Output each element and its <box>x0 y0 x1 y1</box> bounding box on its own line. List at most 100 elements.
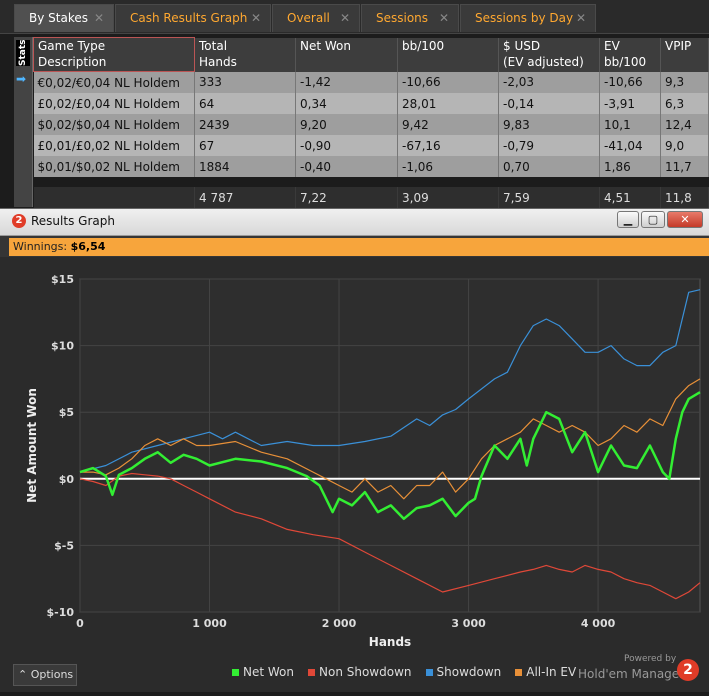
y-tick-label: $15 <box>51 273 74 286</box>
x-tick-label: 0 <box>76 617 84 630</box>
tab-sessions-by-day[interactable]: Sessions by Day ✕ <box>460 4 596 32</box>
header-line: bb/100 <box>604 54 647 69</box>
series-line-net-won <box>79 391 701 521</box>
total-cell-net-won: 7,22 <box>295 187 398 209</box>
stats-strip <box>14 37 33 207</box>
column-header-game-type[interactable]: Game Type Description <box>33 37 195 72</box>
results-graph: $-10 $-5 $0 $5 $10 $15 0 1 000 2 000 3 000 4 000 Ha… <box>0 257 709 692</box>
cell-ev-bb-100: -3,91 <box>599 93 661 114</box>
close-tab-icon[interactable]: ✕ <box>339 11 350 25</box>
results-graph-window: 2 Results Graph ▁ ▢ ✕ Winnings: $6,54 $-… <box>0 208 709 692</box>
y-tick-label: $-5 <box>54 539 74 552</box>
y-axis-label: Net Amount Won <box>25 388 39 503</box>
app-icon: 2 <box>12 214 26 228</box>
legend-label: All-In EV <box>526 665 577 679</box>
window-titlebar[interactable]: 2 Results Graph ▁ ▢ ✕ <box>0 209 709 236</box>
cell-game-type: €0,02/€0,04 NL Holdem <box>33 71 195 93</box>
header-line: Total <box>199 38 228 53</box>
minimize-icon[interactable]: ▁ <box>617 211 639 228</box>
winnings-label: Winnings: <box>13 240 68 253</box>
cell-net-won: 9,20 <box>295 114 398 135</box>
powered-by-logo: Powered by Hold'em Manager 2 <box>578 654 699 688</box>
table-gap <box>33 177 709 187</box>
cell-vpip: 9,0 <box>660 135 709 156</box>
y-tick-label: $-10 <box>46 606 74 619</box>
cell-total-hands: 333 <box>194 71 296 93</box>
cell-usd-ev: -0,14 <box>498 93 600 114</box>
column-header-bb-100[interactable]: bb/100 <box>397 37 499 72</box>
column-header-vpip[interactable]: VPIP <box>660 37 709 72</box>
close-tab-icon[interactable]: ✕ <box>93 11 104 25</box>
cell-total-hands: 1884 <box>194 156 296 177</box>
header-line: bb/100 <box>402 38 445 53</box>
window-title: Results Graph <box>31 214 115 228</box>
cell-total-hands: 67 <box>194 135 296 156</box>
arrow-right-icon: ➡ <box>16 72 27 86</box>
cell-ev-bb-100: 1,86 <box>599 156 661 177</box>
cell-net-won: -0,90 <box>295 135 398 156</box>
x-tick-label: 4 000 <box>581 617 616 630</box>
brand-logo-icon: 2 <box>677 659 699 681</box>
series-line-all-in-ev <box>80 378 701 500</box>
table-row[interactable]: $0,01/$0,02 NL Holdem 1884 -0,40 -1,06 0,70 1… <box>33 156 709 177</box>
cell-usd-ev: -0,79 <box>498 135 600 156</box>
chevron-up-icon: ⌃ <box>18 668 28 681</box>
close-tab-icon[interactable]: ✕ <box>250 11 261 25</box>
y-tick-label: $5 <box>59 406 74 419</box>
legend-item[interactable]: Net Won <box>232 665 294 679</box>
cell-net-won: 0,34 <box>295 93 398 114</box>
cell-bb-100: -67,16 <box>397 135 499 156</box>
tab-label: Sessions by Day <box>475 11 574 25</box>
total-cell-vpip: 11,8 <box>660 187 709 209</box>
cell-ev-bb-100: 10,1 <box>599 114 661 135</box>
header-line: Hands <box>199 54 237 69</box>
table-row[interactable]: £0,02/£0,04 NL Holdem 64 0,34 28,01 -0,14 -3,… <box>33 93 709 114</box>
tab-cash-results-graph[interactable]: Cash Results Graph ✕ <box>115 4 271 32</box>
cell-game-type: $0,01/$0,02 NL Holdem <box>33 156 195 177</box>
series-line-showdown <box>79 289 701 473</box>
column-header-net-won[interactable]: Net Won <box>295 37 398 72</box>
gap-cell <box>33 177 709 187</box>
column-header-total-hands[interactable]: Total Hands <box>194 37 296 72</box>
y-tick-label: $10 <box>51 340 74 353</box>
tab-bar: By Stakes ✕ Cash Results Graph ✕ Overall ✕ … <box>0 0 709 34</box>
cell-total-hands: 64 <box>194 93 296 114</box>
legend-label: Non Showdown <box>319 665 412 679</box>
brand-name: Hold'em Manager <box>578 667 685 681</box>
stakes-table: Game Type Description Total Hands Net Won … <box>33 37 709 209</box>
options-button[interactable]: ⌃ Options <box>13 664 77 686</box>
cell-bb-100: -1,06 <box>397 156 499 177</box>
cell-usd-ev: 0,70 <box>498 156 600 177</box>
header-line: Net Won <box>300 38 351 53</box>
cell-bb-100: -10,66 <box>397 71 499 93</box>
header-line: VPIP <box>665 38 692 53</box>
x-tick-label: 3 000 <box>451 617 486 630</box>
cell-usd-ev: -2,03 <box>498 71 600 93</box>
cell-vpip: 12,4 <box>660 114 709 135</box>
legend-swatch <box>515 669 523 676</box>
table-row[interactable]: €0,02/€0,04 NL Holdem 333 -1,42 -10,66 -2,03… <box>33 71 709 93</box>
table-row[interactable]: $0,02/$0,04 NL Holdem 2439 9,20 9,42 9,83 10,… <box>33 114 709 135</box>
close-tab-icon[interactable]: ✕ <box>438 11 449 25</box>
legend-swatch <box>232 669 239 676</box>
column-header-ev-bb-100[interactable]: EV bb/100 <box>599 37 661 72</box>
legend-item[interactable]: Non Showdown <box>308 665 412 679</box>
table-row[interactable]: £0,01/£0,02 NL Holdem 67 -0,90 -67,16 -0,79-… <box>33 135 709 156</box>
column-header-usd-ev[interactable]: $ USD (EV adjusted) <box>498 37 600 72</box>
tab-label: By Stakes <box>29 11 88 25</box>
tab-sessions[interactable]: Sessions ✕ <box>361 4 459 32</box>
tab-overall[interactable]: Overall ✕ <box>272 4 360 32</box>
maximize-icon[interactable]: ▢ <box>641 211 665 228</box>
x-tick-label: 1 000 <box>192 617 227 630</box>
total-cell-ev-bb-100: 4,51 <box>599 187 661 209</box>
stats-toggle[interactable]: Stats <box>16 39 30 66</box>
cell-vpip: 9,3 <box>660 71 709 93</box>
legend-item[interactable]: Showdown <box>425 665 501 679</box>
close-tab-icon[interactable]: ✕ <box>575 11 586 25</box>
legend-item[interactable]: All-In EV <box>515 665 576 679</box>
cell-bb-100: 9,42 <box>397 114 499 135</box>
close-icon[interactable]: ✕ <box>667 211 703 228</box>
cell-vpip: 11,7 <box>660 156 709 177</box>
tab-by-stakes[interactable]: By Stakes ✕ <box>14 4 114 32</box>
header-line: Game Type <box>38 39 106 53</box>
